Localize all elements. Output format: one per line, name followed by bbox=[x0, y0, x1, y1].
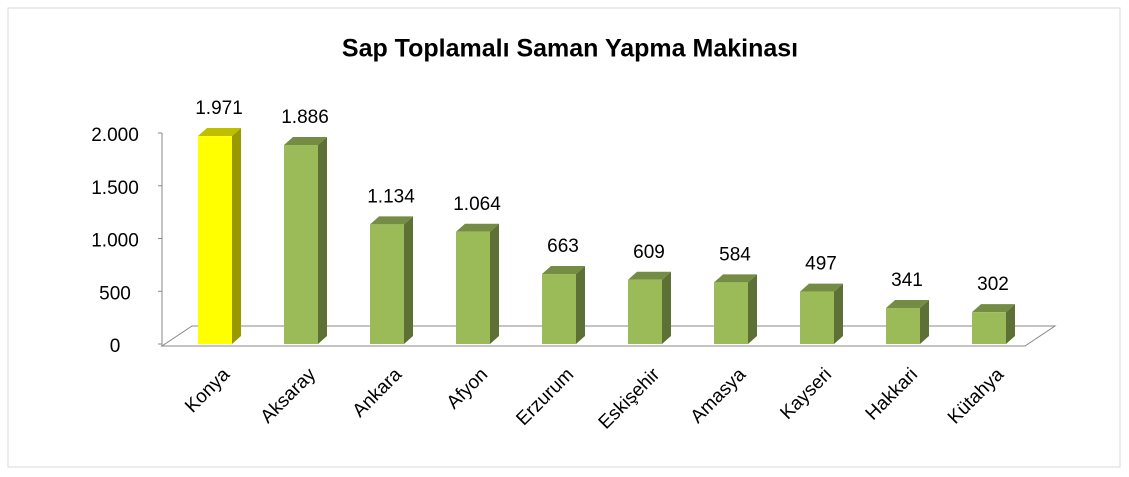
floor bbox=[160, 325, 1057, 347]
bar bbox=[972, 312, 1006, 344]
chart-border bbox=[7, 7, 1121, 468]
y-tick-label: 500 bbox=[99, 283, 131, 304]
bar-side bbox=[920, 300, 929, 344]
bar-side bbox=[748, 274, 757, 344]
bar bbox=[800, 291, 834, 344]
y-tick-label: 2.000 bbox=[91, 125, 139, 146]
bar-side bbox=[404, 216, 413, 344]
bar bbox=[456, 231, 490, 344]
y-tick-label: 1.500 bbox=[91, 178, 139, 199]
bar-side bbox=[490, 223, 499, 344]
value-label: 1.971 bbox=[195, 98, 243, 119]
bar bbox=[198, 136, 232, 344]
bar bbox=[542, 274, 576, 344]
bar bbox=[284, 145, 318, 344]
value-label: 584 bbox=[719, 244, 751, 265]
y-tick-label: 0 bbox=[110, 336, 121, 357]
bar bbox=[714, 282, 748, 344]
bar-top bbox=[800, 283, 843, 292]
y-tick-label: 1.000 bbox=[91, 231, 139, 252]
bar-top bbox=[972, 304, 1015, 313]
bar bbox=[886, 308, 920, 344]
bar-side bbox=[576, 266, 585, 344]
value-label: 497 bbox=[805, 254, 837, 275]
bar-top bbox=[370, 216, 413, 225]
bar-side bbox=[1006, 304, 1015, 344]
bar-top bbox=[886, 300, 929, 309]
value-label: 302 bbox=[977, 274, 1009, 295]
bar-side bbox=[662, 271, 671, 344]
bar-top bbox=[198, 128, 241, 137]
value-label: 609 bbox=[633, 242, 665, 263]
value-label: 1.134 bbox=[367, 186, 415, 207]
bar-top bbox=[714, 274, 757, 283]
bar bbox=[370, 224, 404, 344]
bar-top bbox=[284, 137, 327, 146]
value-label: 1.886 bbox=[281, 107, 329, 128]
bar-top bbox=[628, 271, 671, 280]
bar-side bbox=[232, 128, 241, 344]
value-label: 1.064 bbox=[453, 194, 501, 215]
value-label: 663 bbox=[547, 236, 579, 257]
bar bbox=[628, 279, 662, 344]
chart-title: Sap Toplamalı Saman Yapma Makinası bbox=[342, 35, 798, 63]
bar-top bbox=[456, 223, 499, 232]
bar-top bbox=[542, 266, 585, 275]
bar-side bbox=[318, 137, 327, 344]
value-label: 341 bbox=[891, 270, 923, 291]
bar-side bbox=[834, 283, 843, 344]
